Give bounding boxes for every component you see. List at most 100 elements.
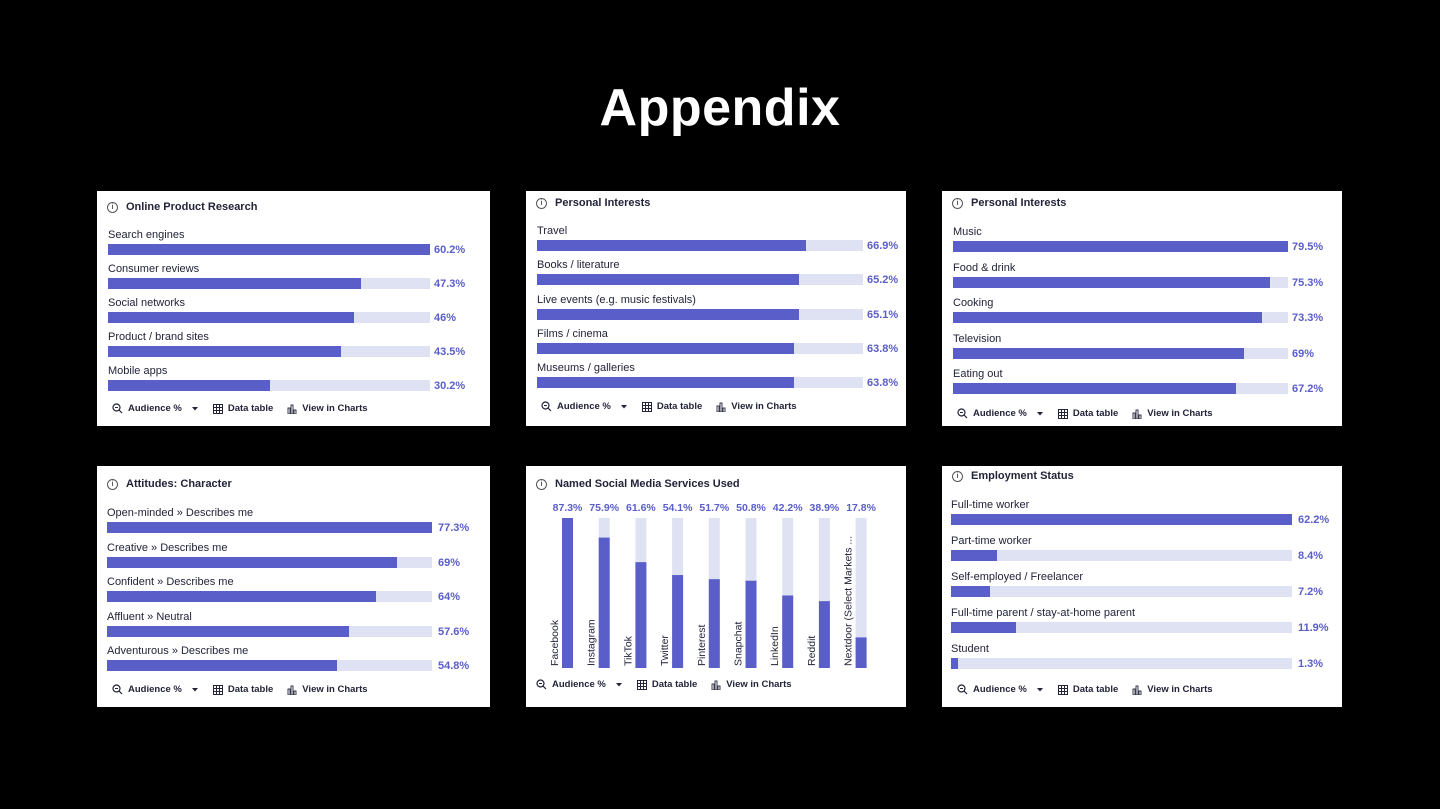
- data-table-button[interactable]: Data table: [1057, 684, 1118, 695]
- bar-fill[interactable]: [537, 240, 807, 251]
- bar-label: Consumer reviews: [108, 263, 200, 275]
- view-in-charts-button[interactable]: View in Charts: [1132, 684, 1213, 695]
- view-in-charts-button[interactable]: View in Charts: [711, 679, 792, 690]
- view-charts-label: View in Charts: [1147, 408, 1213, 419]
- info-icon[interactable]: i: [107, 478, 118, 490]
- data-table-button[interactable]: Data table: [1057, 408, 1118, 419]
- audience-dropdown[interactable]: Audience %: [112, 403, 199, 414]
- card-title: Employment Status: [971, 470, 1074, 482]
- card-header: i Named Social Media Services Used: [536, 478, 740, 490]
- bar-chart-icon: [287, 404, 297, 414]
- bar-track: [108, 278, 430, 289]
- bar-value-label: 50.8%: [736, 502, 766, 514]
- view-in-charts-button[interactable]: View in Charts: [716, 401, 797, 412]
- bar-fill[interactable]: [782, 595, 794, 668]
- audience-label: Audience %: [973, 408, 1027, 419]
- caret-down-icon: [615, 682, 622, 686]
- info-icon[interactable]: i: [952, 470, 963, 482]
- bar-fill[interactable]: [108, 244, 430, 255]
- bar-fill[interactable]: [951, 514, 1292, 525]
- data-table-button[interactable]: Data table: [641, 401, 703, 412]
- data-table-label: Data table: [656, 401, 703, 412]
- info-icon[interactable]: i: [536, 478, 547, 490]
- data-table-button[interactable]: Data table: [212, 403, 274, 414]
- bar-fill[interactable]: [562, 518, 573, 668]
- view-in-charts-button[interactable]: View in Charts: [287, 684, 368, 695]
- bar-fill[interactable]: [953, 241, 1288, 252]
- bar-track: [537, 342, 863, 354]
- data-table-label: Data table: [227, 403, 274, 414]
- bar-track: [951, 586, 1292, 597]
- chart-card-personal-interests-2: i Personal Interests Music 79.5% Food & dr…: [942, 191, 1342, 426]
- view-in-charts-button[interactable]: View in Charts: [287, 403, 368, 414]
- bar-fill[interactable]: [107, 591, 377, 602]
- bar-fill[interactable]: [951, 622, 1017, 633]
- bar-fill[interactable]: [708, 579, 720, 668]
- audience-dropdown[interactable]: Audience %: [957, 684, 1044, 695]
- bar-fill[interactable]: [672, 575, 684, 668]
- audience-dropdown[interactable]: Audience %: [541, 401, 628, 412]
- bar-fill[interactable]: [107, 522, 432, 533]
- bar-fill[interactable]: [953, 312, 1262, 323]
- audience-dropdown[interactable]: Audience %: [112, 684, 199, 695]
- audience-dropdown[interactable]: Audience %: [957, 408, 1044, 419]
- chart-card-social-media: i Named Social Media Services Used 87.3%…: [526, 466, 906, 707]
- bar-label: Self-employed / Freelancer: [951, 571, 1084, 583]
- data-table-button[interactable]: Data table: [636, 679, 697, 690]
- table-icon: [212, 403, 223, 414]
- chart-card-attitudes-character: i Attitudes: Character Open-minded » Des…: [97, 466, 490, 707]
- bar-value-label: 57.6%: [438, 625, 470, 638]
- bar-value-label: 8.4%: [1298, 550, 1324, 562]
- bar-fill[interactable]: [107, 660, 338, 671]
- bar-track: [537, 308, 863, 320]
- bar-label: Product / brand sites: [108, 331, 209, 343]
- table-icon: [1057, 408, 1068, 419]
- bar-track: [107, 522, 432, 533]
- bar-fill[interactable]: [107, 556, 398, 568]
- bar-category-label: Facebook: [549, 619, 561, 666]
- bar-fill[interactable]: [108, 312, 355, 323]
- bar-fill[interactable]: [745, 580, 757, 668]
- bar-category-label: Reddit: [806, 636, 818, 666]
- bar-fill[interactable]: [108, 380, 270, 391]
- bar-track: [818, 518, 830, 668]
- bar-fill[interactable]: [951, 658, 959, 669]
- bar-label: Mobile apps: [108, 365, 168, 377]
- bar-fill[interactable]: [951, 586, 991, 597]
- bar-fill[interactable]: [537, 342, 794, 354]
- bar-fill[interactable]: [537, 377, 794, 389]
- chart-card-online-product-research: i Online Product Research Search engines…: [97, 191, 490, 426]
- bar-track: [107, 591, 432, 602]
- bar-value-label: 60.2%: [434, 244, 466, 256]
- bar-fill[interactable]: [108, 346, 341, 357]
- bar-fill[interactable]: [953, 347, 1244, 359]
- bar-value-label: 30.2%: [434, 380, 466, 392]
- bar-fill[interactable]: [953, 276, 1271, 288]
- bar-label: Live events (e.g. music festivals): [537, 293, 696, 306]
- bar-track: [108, 346, 430, 357]
- bar-fill[interactable]: [537, 308, 799, 320]
- chart-toolbar: Audience % Data table View in Charts: [112, 684, 368, 695]
- info-icon[interactable]: i: [952, 197, 963, 209]
- bar-fill[interactable]: [818, 601, 830, 668]
- bar-fill[interactable]: [537, 274, 800, 286]
- vertical-bar-chart: 87.3% Facebook 75.9% Instagram 61.6% TikTok 54…: [549, 502, 877, 668]
- bar-label: Eating out: [953, 368, 1003, 380]
- bar-chart-icon: [1132, 685, 1142, 695]
- info-icon[interactable]: i: [536, 197, 547, 209]
- audience-label: Audience %: [557, 401, 611, 412]
- audience-dropdown[interactable]: Audience %: [536, 679, 623, 690]
- chart-card-personal-interests-1: i Personal Interests Travel 66.9% Books / …: [526, 191, 906, 426]
- view-in-charts-button[interactable]: View in Charts: [1132, 408, 1213, 419]
- data-table-button[interactable]: Data table: [212, 684, 273, 695]
- chart-toolbar: Audience % Data table View in Charts: [957, 684, 1213, 695]
- info-icon[interactable]: i: [107, 201, 118, 213]
- bar-fill[interactable]: [108, 278, 361, 289]
- bar-fill[interactable]: [635, 562, 647, 668]
- bar-fill[interactable]: [598, 537, 610, 668]
- bar-fill[interactable]: [107, 625, 350, 637]
- bar-fill[interactable]: [855, 637, 867, 668]
- bar-chart-icon: [716, 402, 726, 412]
- bar-fill[interactable]: [951, 550, 998, 561]
- bar-fill[interactable]: [953, 383, 1237, 394]
